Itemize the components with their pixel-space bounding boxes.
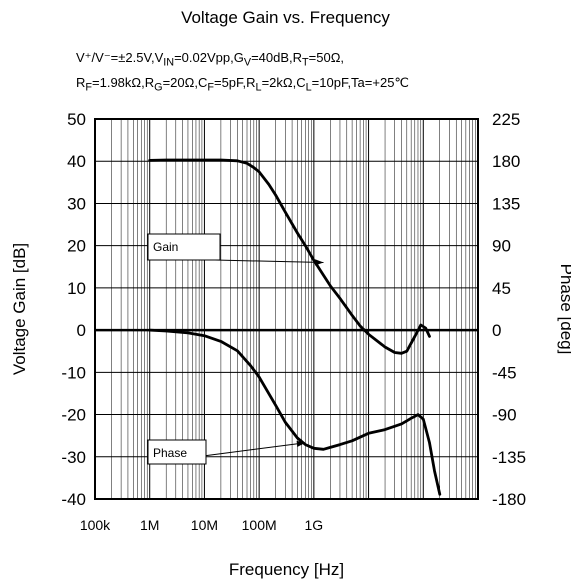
annotation-box-phase — [147, 439, 207, 465]
y-tick-left: -20 — [61, 406, 86, 425]
annotation-arrow-gain — [214, 259, 324, 264]
annotation-arrowhead-phase — [296, 440, 306, 447]
y-tick-left: -30 — [61, 448, 86, 467]
chart-title: Voltage Gain vs. Frequency — [181, 8, 390, 27]
annotation-arrow-phase — [205, 442, 306, 457]
annotation-box-gain — [147, 233, 221, 261]
y-tick-left: 50 — [67, 110, 86, 129]
y-tick-right: 135 — [492, 194, 520, 213]
x-tick-label: 1M — [140, 517, 159, 533]
y-tick-left: 10 — [67, 279, 86, 298]
y-axis-title-right: Phase [deg] — [557, 264, 571, 355]
annotation-arrowhead-gain — [314, 259, 324, 266]
y-axis-title-left: Voltage Gain [dB] — [10, 243, 29, 375]
series-gain-line — [148, 158, 431, 355]
y-tick-right: 180 — [492, 152, 520, 171]
conditions-line-1: V⁺/V⁻=±2.5V,VIN=0.02Vpp,GV=40dB,RT=50Ω, — [76, 50, 345, 69]
x-tick-label: 100M — [242, 517, 277, 533]
x-tick-label: 1G — [305, 517, 324, 533]
y-tick-right: -180 — [492, 490, 526, 509]
y-tick-right: -135 — [492, 448, 526, 467]
y-tick-left: -10 — [61, 363, 86, 382]
y-tick-right: -45 — [492, 363, 517, 382]
y-tick-right: -90 — [492, 406, 517, 425]
y-tick-left: 0 — [77, 321, 86, 340]
y-tick-right: 225 — [492, 110, 520, 129]
x-axis-title: Frequency [Hz] — [229, 560, 344, 579]
y-tick-right: 45 — [492, 279, 511, 298]
x-tick-label: 100k — [80, 517, 111, 533]
plot-frame — [94, 118, 479, 500]
y-tick-left: -40 — [61, 490, 86, 509]
y-tick-right: 90 — [492, 237, 511, 256]
y-tick-right: 0 — [492, 321, 501, 340]
y-tick-left: 40 — [67, 152, 86, 171]
annotation-label-gain: Gain — [153, 240, 178, 254]
annotation-label-phase: Phase — [153, 446, 187, 460]
series-phase-line — [148, 328, 442, 496]
y-tick-left: 20 — [67, 237, 86, 256]
y-tick-left: 30 — [67, 194, 86, 213]
x-tick-label: 10M — [191, 517, 218, 533]
conditions-line-2: RF=1.98kΩ,RG=20Ω,CF=5pF,RL=2kΩ,CL=10pF,T… — [76, 75, 410, 94]
